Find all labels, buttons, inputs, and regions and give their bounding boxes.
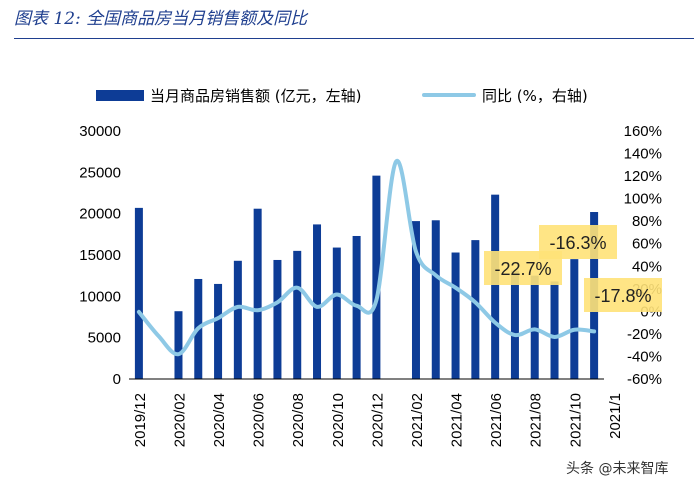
bar	[134, 207, 143, 379]
left-tick-label: 30000	[79, 123, 121, 140]
bar	[293, 250, 302, 379]
x-axis-labels: 2019/12 2020/02 2020/04 2020/06 2020/08 2020/…	[132, 393, 624, 447]
x-tick-label: 2020/04	[211, 393, 228, 447]
x-tick-label: 2021/02	[409, 393, 426, 447]
left-tick-label: 5000	[88, 330, 121, 347]
left-tick-label: 10000	[79, 288, 121, 305]
bar	[471, 240, 480, 379]
title-rule	[14, 38, 694, 39]
bar	[550, 281, 559, 379]
bar	[372, 175, 381, 379]
right-tick-label: 60%	[632, 236, 662, 253]
bar	[530, 275, 539, 379]
bar	[431, 220, 440, 379]
callout-box	[584, 278, 662, 312]
right-tick-label: 160%	[624, 123, 662, 140]
right-tick-label: 140%	[624, 146, 662, 163]
watermark: 头条 @未来智库	[566, 460, 668, 477]
yoy-line	[136, 159, 597, 357]
x-tick-label: 2019/12	[132, 393, 149, 447]
left-tick-label: 15000	[79, 247, 121, 264]
x-tick-label: 2020/02	[171, 393, 188, 447]
x-tick-label: 2021/10	[567, 393, 584, 447]
callouts: -22.7% -16.3% -17.8%	[484, 225, 662, 312]
right-tick-label: 100%	[624, 191, 662, 208]
callout-label: -16.3%	[549, 233, 606, 253]
callout-label: -22.7%	[494, 259, 551, 279]
callout-label: -17.8%	[594, 286, 651, 306]
bar	[313, 224, 322, 379]
x-tick-label: 2021/06	[488, 393, 505, 447]
bar	[253, 208, 262, 379]
x-tick-label: 2021/08	[528, 393, 545, 447]
bar	[491, 194, 500, 379]
right-tick-label: 80%	[632, 213, 662, 230]
bar	[233, 260, 242, 379]
right-tick-label: -40%	[627, 348, 662, 365]
bar	[411, 221, 420, 379]
bar	[451, 252, 460, 379]
bar	[570, 259, 579, 379]
x-tick-label: 2021/04	[449, 393, 466, 447]
x-tick-label: 2021/1	[607, 393, 624, 439]
left-axis: 0 5000 10000 15000 20000 25000 30000	[79, 123, 121, 388]
legend-bar-swatch	[96, 90, 144, 101]
right-tick-label: 120%	[624, 168, 662, 185]
left-tick-label: 25000	[79, 164, 121, 181]
right-tick-label: 40%	[632, 258, 662, 275]
legend-label-sales: 当月商品房销售额 (亿元，左轴)	[150, 87, 361, 105]
x-tick-label: 2020/06	[251, 393, 268, 447]
bar	[214, 283, 223, 379]
left-tick-label: 0	[113, 371, 121, 388]
bar	[510, 270, 519, 379]
legend-label-yoy: 同比 (%，右轴)	[482, 87, 588, 105]
bar	[332, 247, 341, 379]
right-tick-label: -60%	[627, 371, 662, 388]
left-tick-label: 20000	[79, 206, 121, 223]
right-axis: -60%-40%-20%0%20%40%60%80%100%120%140%16…	[624, 123, 662, 388]
bar	[273, 259, 282, 379]
x-tick-label: 2020/12	[369, 393, 386, 447]
x-tick-label: 2020/10	[330, 393, 347, 447]
figure-title: 图表 12: 全国商品房当月销售额及同比	[14, 9, 308, 29]
x-tick-label: 2020/08	[290, 393, 307, 447]
legend: 当月商品房销售额 (亿元，左轴) 同比 (%，右轴)	[96, 87, 588, 105]
callout-box	[539, 225, 617, 259]
right-tick-label: -20%	[627, 326, 662, 343]
bar	[174, 311, 183, 379]
